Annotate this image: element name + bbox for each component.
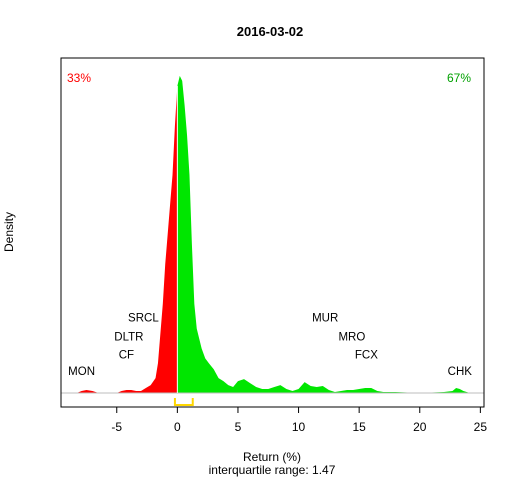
ticker-label: CF bbox=[119, 349, 134, 361]
chart-title: 2016-03-02 bbox=[237, 24, 304, 39]
x-tick-label: 10 bbox=[292, 420, 306, 434]
iqr-subtitle: interquartile range: 1.47 bbox=[209, 463, 336, 477]
x-tick-label: 5 bbox=[235, 420, 242, 434]
x-tick-label: 25 bbox=[474, 420, 488, 434]
ticker-label: SRCL bbox=[128, 313, 159, 325]
iqr-bracket bbox=[173, 398, 194, 406]
positive-density-area bbox=[177, 75, 481, 393]
y-axis-label: Density bbox=[2, 212, 16, 252]
ticker-label: MRO bbox=[338, 332, 365, 344]
x-axis: -5 0 5 10 15 20 25 bbox=[111, 407, 487, 434]
positive-share-label: 67% bbox=[447, 71, 471, 85]
ticker-label: DLTR bbox=[114, 332, 143, 344]
x-tick-label: 0 bbox=[174, 420, 181, 434]
ticker-label: CHK bbox=[448, 366, 473, 378]
plot-frame bbox=[60, 57, 485, 408]
ticker-label: MUR bbox=[312, 313, 338, 325]
ticker-label: MON bbox=[68, 366, 95, 378]
x-tick-label: 15 bbox=[352, 420, 366, 434]
x-tick-label: 20 bbox=[413, 420, 427, 434]
negative-density-area bbox=[76, 85, 178, 393]
x-axis-label: Return (%) bbox=[243, 450, 301, 464]
ticker-label: FCX bbox=[355, 349, 378, 361]
x-tick-label: -5 bbox=[111, 420, 122, 434]
negative-share-label: 33% bbox=[67, 71, 91, 85]
